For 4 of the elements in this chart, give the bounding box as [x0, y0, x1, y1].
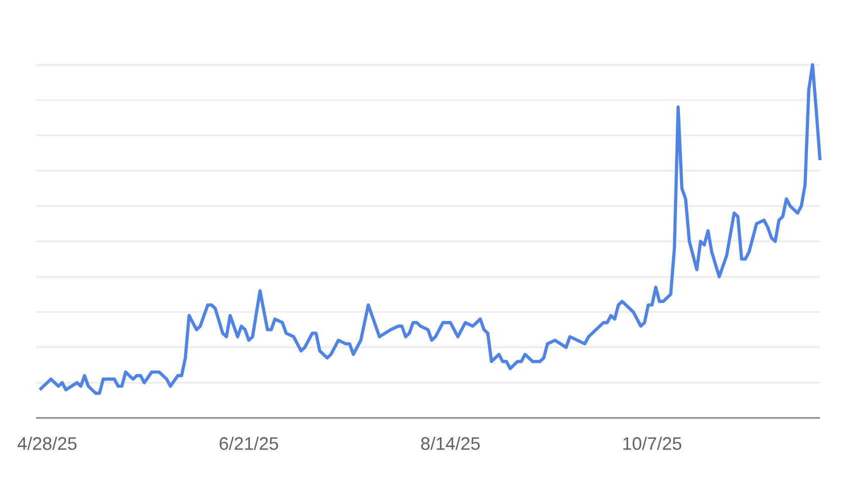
x-tick-label: 8/14/25 — [421, 436, 480, 450]
x-tick-label: 6/21/25 — [220, 436, 278, 450]
x-tick-label: 10/7/25 — [623, 436, 682, 450]
x-tick-label: 4/28/25 — [18, 436, 76, 450]
